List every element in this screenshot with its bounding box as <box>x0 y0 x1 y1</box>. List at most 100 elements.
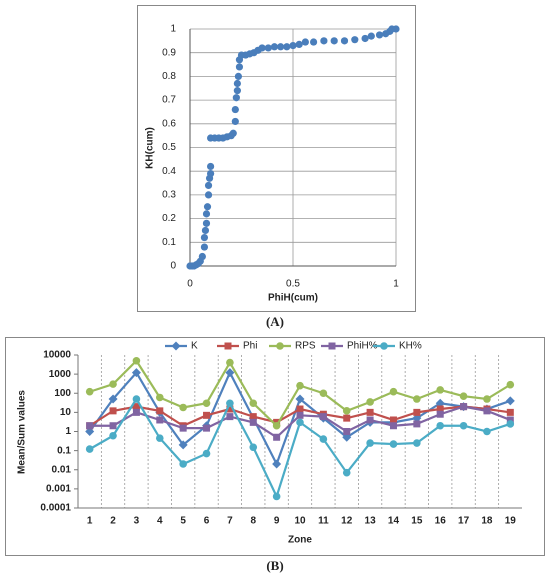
marker <box>412 413 422 423</box>
marker <box>413 439 421 447</box>
marker <box>203 411 211 419</box>
marker <box>413 408 421 416</box>
marker <box>131 368 141 378</box>
marker <box>226 358 234 367</box>
x-tick-label: 0 <box>187 279 193 290</box>
x-tick-label: 5 <box>180 516 186 527</box>
y-tick-label: 0.3 <box>162 190 176 201</box>
point <box>204 181 213 190</box>
point <box>340 37 349 45</box>
marker <box>366 439 374 447</box>
y-tick-label: 0.001 <box>46 484 71 495</box>
marker <box>108 394 118 404</box>
y-tick-label: 0.01 <box>52 464 72 475</box>
point <box>207 169 215 178</box>
x-axis-label: Zone <box>288 535 312 546</box>
point <box>392 25 400 33</box>
point <box>231 117 239 126</box>
point <box>289 41 297 50</box>
marker <box>85 427 95 436</box>
point <box>320 37 328 45</box>
marker <box>342 432 352 442</box>
marker <box>413 395 421 403</box>
marker <box>296 381 304 390</box>
marker <box>343 428 351 435</box>
marker <box>295 394 305 404</box>
y-tick-label: 0.8 <box>162 71 176 82</box>
marker <box>156 416 164 424</box>
legend-marker <box>224 342 232 350</box>
marker <box>272 421 281 430</box>
y-tick-label: 0.5 <box>162 142 176 153</box>
marker <box>436 386 445 394</box>
x-tick-label: 11 <box>318 516 329 527</box>
y-tick-label: 10000 <box>43 350 71 361</box>
marker <box>178 440 188 450</box>
x-tick-label: 16 <box>435 516 447 527</box>
marker <box>249 443 258 452</box>
marker <box>435 398 445 408</box>
marker <box>366 408 374 416</box>
marker <box>179 403 187 412</box>
marker <box>132 408 140 416</box>
point <box>310 38 318 46</box>
point <box>198 252 206 261</box>
point <box>367 32 375 40</box>
legend-marker <box>328 342 336 350</box>
marker <box>109 431 117 440</box>
marker <box>436 410 444 418</box>
y-tick-label: 0 <box>170 261 176 272</box>
point <box>200 243 209 251</box>
y-tick-label: 0.0001 <box>40 503 71 514</box>
x-tick-label: 12 <box>341 516 353 527</box>
marker <box>343 414 351 422</box>
point <box>351 36 359 44</box>
marker <box>319 435 328 443</box>
marker <box>506 408 514 416</box>
marker <box>296 418 304 427</box>
y-tick-label: 0.1 <box>162 237 176 248</box>
marker <box>155 393 164 402</box>
panel-a-frame <box>137 5 416 312</box>
x-axis-label: PhiH(cum) <box>268 293 318 304</box>
marker <box>272 459 282 469</box>
marker <box>132 395 141 403</box>
point <box>200 233 209 242</box>
marker <box>85 387 94 396</box>
marker <box>366 416 374 424</box>
y-tick-label: 1000 <box>49 369 72 380</box>
y-tick-label: 0.7 <box>162 95 176 106</box>
point <box>231 105 239 114</box>
marker <box>155 434 164 442</box>
marker <box>156 407 164 415</box>
y-tick-label: 0.9 <box>162 47 176 58</box>
marker <box>319 413 327 421</box>
point <box>295 40 303 49</box>
x-tick-label: 17 <box>458 516 470 527</box>
x-tick-label: 6 <box>204 516 210 527</box>
x-tick-label: 7 <box>227 516 233 527</box>
marker <box>436 421 445 430</box>
marker <box>506 420 515 428</box>
marker <box>342 407 351 415</box>
y-tick-label: 10 <box>60 407 72 418</box>
x-tick-label: 14 <box>388 516 400 527</box>
point <box>233 87 241 95</box>
y-tick-label: 0.4 <box>162 166 176 177</box>
marker <box>483 407 491 415</box>
marker <box>389 387 398 396</box>
legend-marker <box>380 342 388 350</box>
point <box>207 162 215 171</box>
x-tick-label: 10 <box>294 516 306 527</box>
marker <box>389 416 397 424</box>
point <box>361 34 369 43</box>
point <box>264 44 272 52</box>
marker <box>389 440 398 448</box>
marker <box>109 380 117 388</box>
y-tick-label: 1 <box>65 426 71 437</box>
marker <box>436 405 444 413</box>
point <box>202 210 211 218</box>
point <box>270 43 279 51</box>
x-tick-label: 1 <box>393 279 399 290</box>
point <box>301 38 309 46</box>
